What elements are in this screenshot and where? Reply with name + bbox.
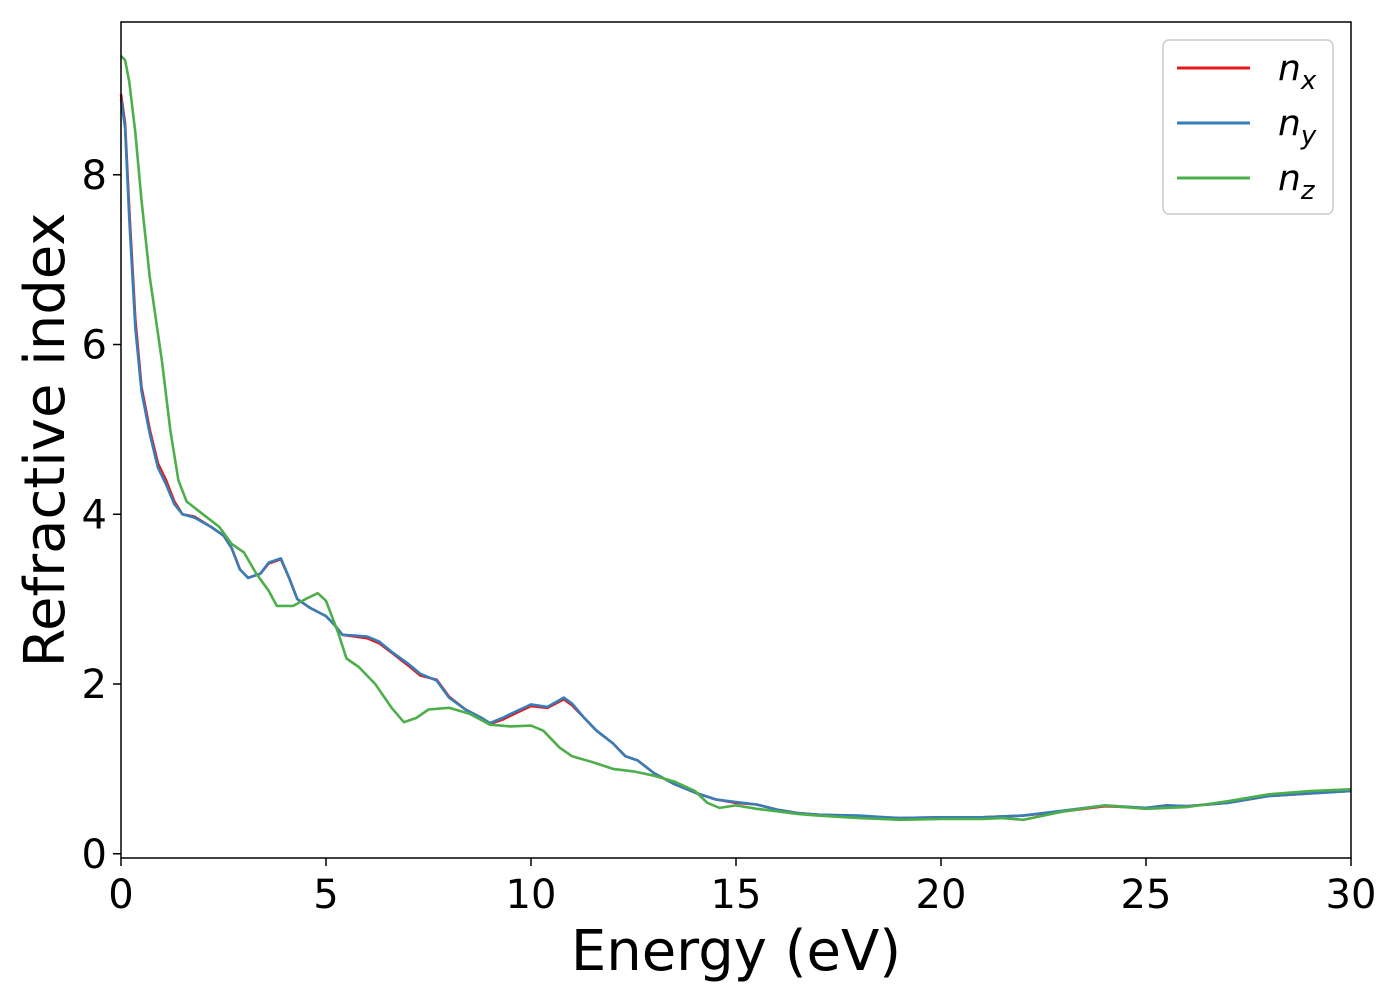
x-tick-label: 10: [506, 872, 557, 918]
legend-label-y: ny: [1278, 103, 1317, 151]
x-axis-ticks: 0 5 10 15 20 25 30: [108, 858, 1376, 918]
series-layer: [119, 55, 1352, 822]
x-tick-label: 20: [916, 872, 967, 918]
legend-box: [1162, 39, 1334, 215]
x-tick-label: 25: [1121, 872, 1172, 918]
legend-label-x: nx: [1278, 48, 1317, 96]
x-tick-label: 15: [711, 872, 762, 918]
legend: nx ny nz: [1162, 39, 1334, 215]
x-tick-label: 0: [108, 872, 133, 918]
x-axis-label: Energy (eV): [571, 919, 901, 984]
series-line-y: [119, 98, 1352, 820]
y-tick-label: 6: [82, 323, 107, 369]
y-tick-label: 8: [82, 153, 107, 199]
y-axis-ticks: 0 2 4 6 8: [82, 153, 121, 878]
y-axis-label: Refractive index: [13, 213, 78, 668]
x-tick-label: 30: [1326, 872, 1377, 918]
plot-background: [121, 22, 1351, 858]
y-tick-label: 4: [82, 492, 107, 538]
x-tick-label: 5: [313, 872, 338, 918]
y-tick-label: 2: [82, 662, 107, 708]
y-tick-label: 0: [82, 832, 107, 878]
legend-label-z: nz: [1278, 158, 1316, 206]
series-line-z: [120, 55, 1352, 822]
